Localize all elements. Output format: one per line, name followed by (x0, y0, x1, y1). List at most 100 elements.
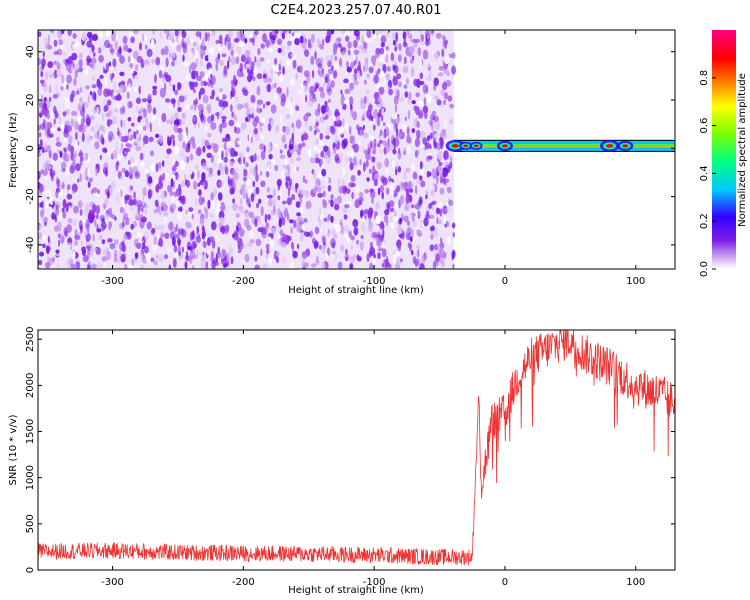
noise-cell (356, 124, 360, 131)
noise-cell (208, 47, 215, 55)
noise-cell (101, 221, 105, 232)
noise-cell (327, 213, 331, 221)
noise-cell (128, 143, 133, 149)
noise-cell (449, 103, 455, 108)
noise-cell (426, 170, 430, 178)
noise-cell (149, 122, 152, 133)
noise-cell (48, 85, 52, 94)
noise-cell (365, 159, 369, 168)
noise-cell (235, 55, 240, 65)
noise-cell (171, 42, 177, 48)
noise-cell (383, 259, 389, 264)
noise-cell (104, 39, 110, 49)
noise-cell (228, 30, 233, 39)
noise-cell (152, 30, 155, 36)
noise-cell (296, 216, 303, 222)
noise-cell (121, 240, 125, 246)
noise-cell (79, 96, 83, 104)
noise-cell (366, 30, 372, 39)
noise-cell (305, 94, 308, 103)
noise-cell (395, 264, 401, 269)
noise-cell (177, 30, 180, 35)
noise-cell (262, 263, 268, 269)
noise-cell (225, 252, 230, 263)
noise-cell (67, 56, 73, 65)
noise-cell (92, 233, 95, 242)
noise-cell (419, 59, 422, 68)
noise-cell (297, 90, 304, 95)
noise-cell (139, 152, 144, 161)
noise-cell (119, 71, 125, 77)
noise-cell (442, 205, 448, 215)
noise-cell (196, 75, 202, 82)
noise-cell (280, 93, 287, 104)
noise-cell (120, 188, 123, 198)
noise-cell (152, 89, 157, 96)
noise-cell (359, 159, 362, 166)
noise-cell (252, 154, 256, 161)
noise-cell (170, 177, 174, 188)
noise-cell (201, 172, 206, 182)
noise-cell (139, 219, 145, 229)
noise-cell (242, 192, 246, 200)
snr-x-ticks: -300 -200 -100 0 100 (101, 330, 645, 588)
noise-cell (257, 99, 263, 105)
noise-cell (442, 35, 446, 41)
noise-cell (377, 187, 381, 196)
noise-cell (397, 81, 403, 87)
noise-cell (200, 80, 204, 87)
noise-cell (55, 141, 62, 147)
noise-cell (437, 219, 442, 225)
noise-cell (148, 176, 153, 184)
snr-x-tick-label: -300 (101, 577, 124, 588)
noise-cell (73, 77, 77, 86)
noise-cell (231, 50, 234, 56)
noise-cell (42, 50, 45, 58)
noise-cell (59, 150, 63, 158)
noise-cell (394, 88, 397, 95)
noise-cell (121, 244, 127, 253)
noise-cell (430, 188, 435, 197)
noise-cell (105, 112, 112, 118)
noise-cell (395, 165, 398, 176)
noise-cell (151, 114, 157, 122)
noise-cell (138, 85, 141, 95)
noise-cell (266, 59, 270, 64)
noise-cell (149, 150, 155, 157)
noise-cell (384, 143, 391, 153)
noise-cell (187, 245, 193, 251)
noise-cell (226, 140, 232, 149)
noise-cell (144, 121, 151, 129)
noise-cell (379, 30, 385, 34)
colorbar-tick-label: 0.6 (699, 118, 710, 134)
noise-cell (155, 254, 158, 260)
noise-cell (245, 243, 248, 248)
noise-cell (72, 250, 76, 260)
noise-cell (294, 38, 300, 46)
noise-cell (244, 37, 248, 44)
noise-cell (221, 115, 227, 120)
noise-cell (249, 37, 255, 43)
noise-cell (289, 78, 296, 87)
noise-cell (74, 150, 78, 159)
noise-cell (267, 163, 273, 172)
noise-cell (243, 169, 248, 177)
noise-cell (124, 194, 130, 201)
noise-cell (181, 246, 184, 253)
noise-cell (233, 172, 239, 181)
noise-cell (93, 92, 97, 102)
noise-cell (360, 221, 366, 232)
noise-cell (109, 187, 113, 197)
noise-cell (301, 142, 306, 148)
noise-cell (190, 105, 193, 110)
noise-cell (255, 186, 260, 195)
noise-cell (260, 117, 265, 124)
noise-cell (364, 95, 367, 104)
noise-cell (341, 30, 346, 35)
noise-cell (165, 153, 170, 159)
noise-cell (112, 81, 117, 89)
noise-cell (120, 175, 124, 181)
noise-cell (214, 261, 220, 267)
noise-cell (72, 219, 78, 227)
